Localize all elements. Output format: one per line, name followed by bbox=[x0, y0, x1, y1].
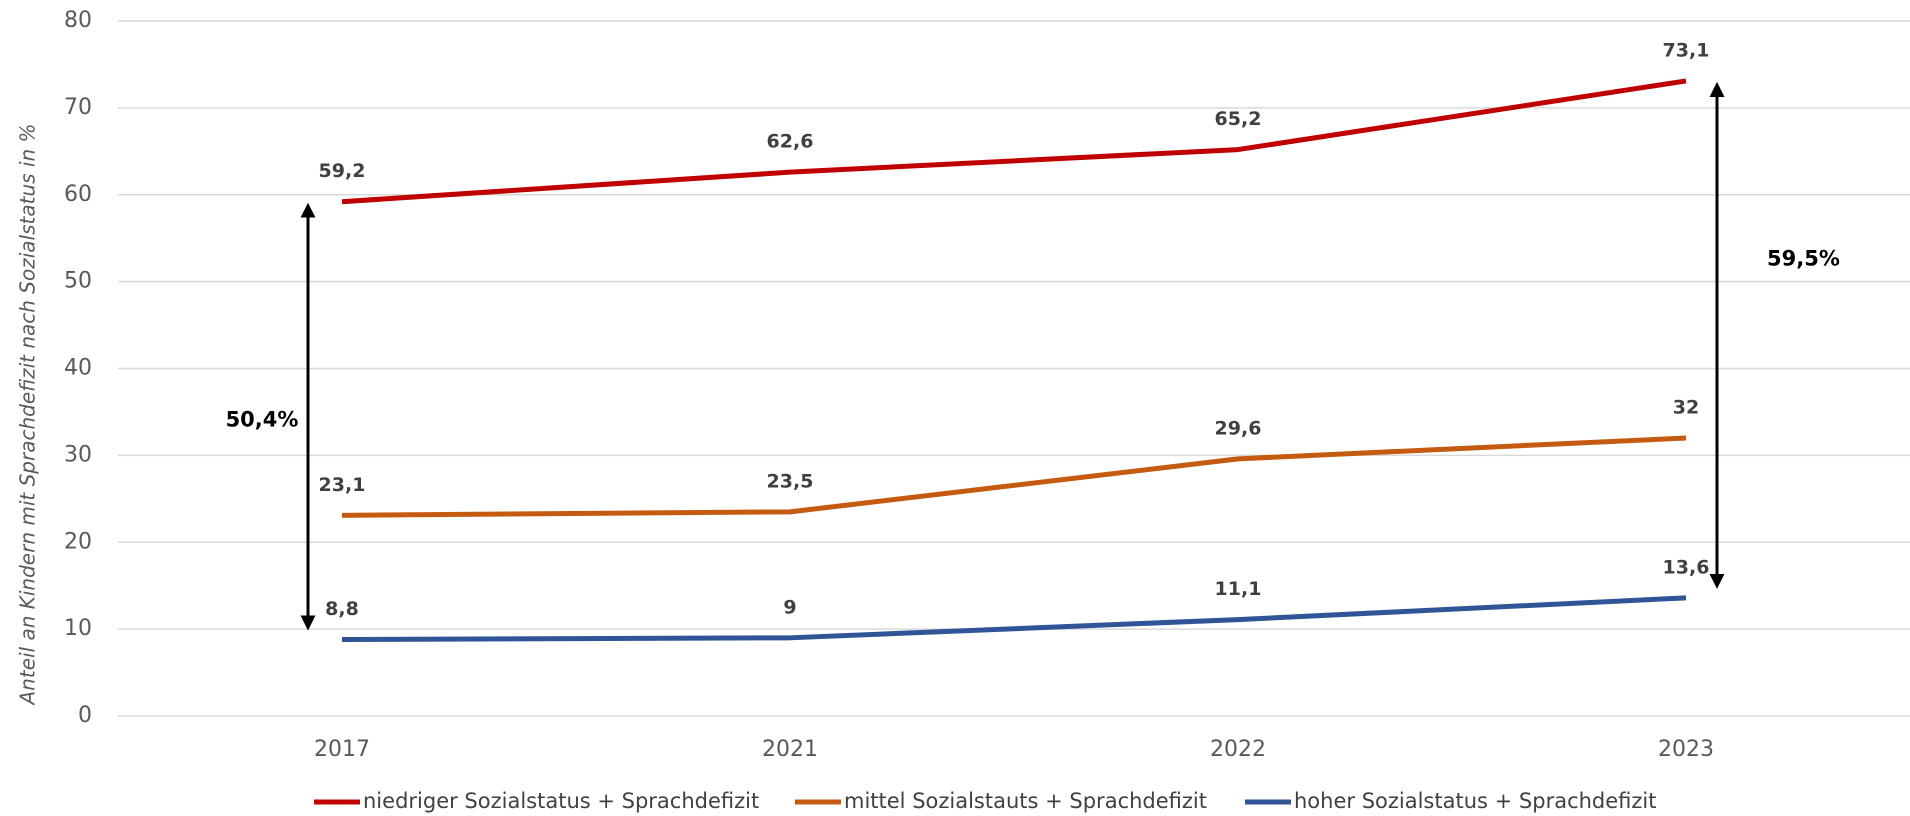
annotation: 59,5% bbox=[1767, 246, 1840, 270]
x-tick-label: 2022 bbox=[1210, 737, 1266, 762]
y-tick-label: 60 bbox=[64, 182, 92, 207]
data-label: 11,1 bbox=[1215, 578, 1262, 600]
data-label: 23,1 bbox=[319, 474, 366, 496]
y-tick-label: 0 bbox=[78, 703, 92, 728]
legend-label: mittel Sozialstauts + Sprachdefizit bbox=[844, 789, 1207, 813]
y-tick-label: 30 bbox=[64, 442, 92, 467]
data-label: 32 bbox=[1673, 397, 1699, 419]
x-tick-label: 2017 bbox=[314, 737, 370, 762]
y-tick-label: 50 bbox=[64, 269, 92, 294]
data-label: 59,2 bbox=[319, 160, 366, 182]
data-label: 62,6 bbox=[767, 131, 814, 153]
y-tick-label: 20 bbox=[64, 529, 92, 554]
data-label: 23,5 bbox=[767, 470, 814, 492]
legend-label: hoher Sozialstatus + Sprachdefizit bbox=[1294, 789, 1657, 813]
data-label: 29,6 bbox=[1215, 417, 1262, 439]
series-line bbox=[341, 78, 1687, 205]
y-tick-label: 70 bbox=[64, 95, 92, 120]
x-tick-label: 2021 bbox=[762, 737, 818, 762]
y-tick-label: 10 bbox=[64, 616, 92, 641]
data-label: 65,2 bbox=[1215, 108, 1262, 130]
x-tick-label: 2023 bbox=[1658, 737, 1714, 762]
data-label: 73,1 bbox=[1663, 39, 1710, 61]
series-line bbox=[341, 595, 1687, 643]
legend-label: niedriger Sozialstatus + Sprachdefizit bbox=[363, 789, 759, 813]
series-line bbox=[341, 435, 1687, 518]
annotation: 50,4% bbox=[226, 408, 299, 432]
y-tick-label: 80 bbox=[64, 8, 92, 33]
y-tick-label: 40 bbox=[64, 356, 92, 381]
data-label: 8,8 bbox=[325, 598, 359, 620]
y-axis-label: Anteil an Kindern mit Sprachdefizit nach… bbox=[16, 124, 40, 707]
data-label: 9 bbox=[783, 596, 796, 618]
data-label: 13,6 bbox=[1663, 556, 1710, 578]
